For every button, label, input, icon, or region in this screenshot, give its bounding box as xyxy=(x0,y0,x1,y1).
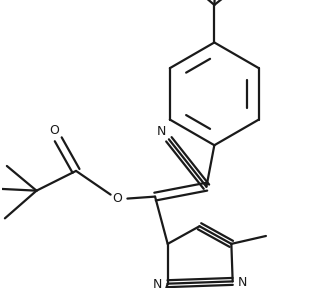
Text: N: N xyxy=(238,276,247,289)
Text: N: N xyxy=(153,278,163,291)
Text: N: N xyxy=(156,125,166,138)
Text: O: O xyxy=(49,124,59,137)
Text: O: O xyxy=(113,192,123,205)
